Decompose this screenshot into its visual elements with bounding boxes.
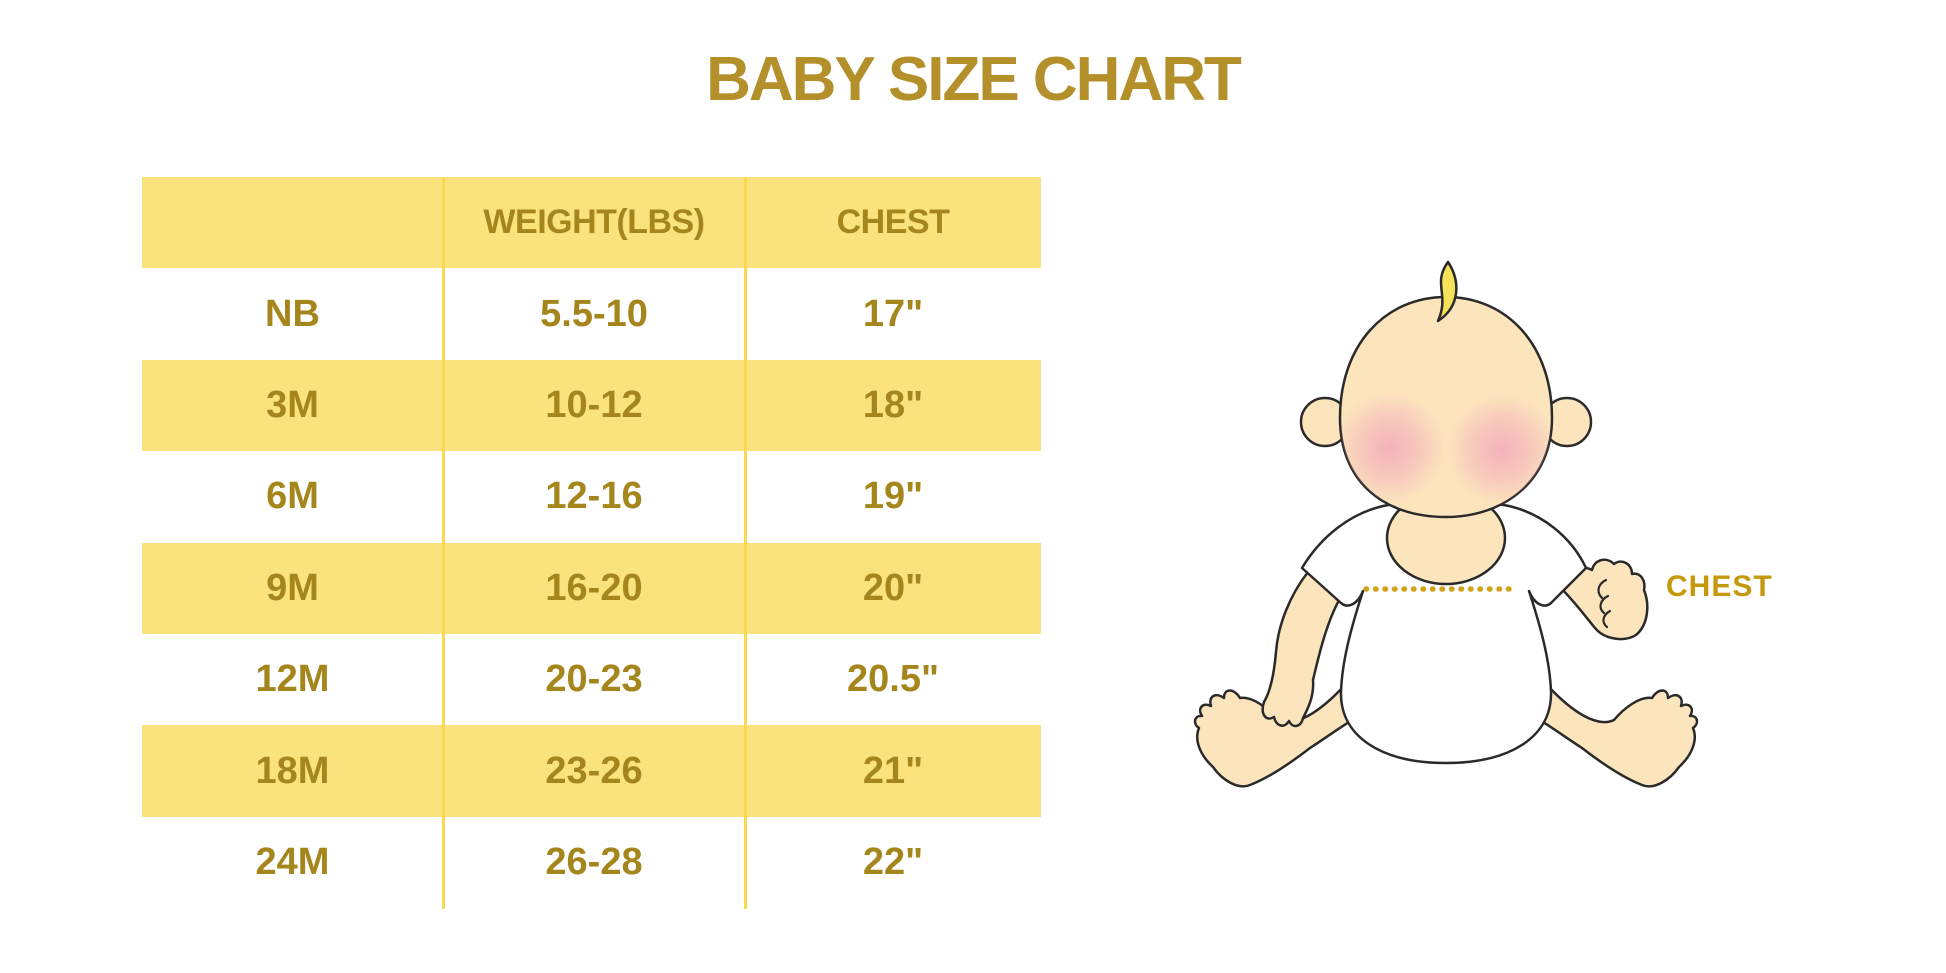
weight-cell: 23-26 bbox=[545, 749, 643, 792]
weight-cell: 26-28 bbox=[545, 840, 643, 883]
header-cell-weight: WEIGHT(LBS) bbox=[483, 203, 705, 242]
baby-left-arm bbox=[1261, 570, 1344, 728]
table-row: 3M 10-12 18" bbox=[142, 359, 1041, 452]
size-cell: 18M bbox=[255, 749, 330, 792]
weight-cell: 12-16 bbox=[545, 475, 643, 518]
baby-blush bbox=[1340, 392, 1552, 506]
table-row: 18M 23-26 21" bbox=[142, 725, 1041, 817]
weight-cell: 5.5-10 bbox=[540, 292, 648, 335]
size-cell: NB bbox=[265, 292, 320, 335]
chest-cell: 20" bbox=[862, 566, 924, 609]
table-row: NB 5.5-10 17" bbox=[142, 268, 1041, 359]
chest-cell: 22" bbox=[862, 840, 924, 883]
baby-fist-lines bbox=[1597, 578, 1612, 629]
baby-hair-curl bbox=[1436, 260, 1458, 323]
chest-cell: 17" bbox=[862, 292, 924, 335]
size-cell: 6M bbox=[266, 475, 319, 518]
weight-cell: 16-20 bbox=[545, 566, 643, 609]
weight-cell: 10-12 bbox=[545, 383, 643, 426]
column-divider bbox=[442, 177, 445, 909]
table-row: 24M 26-28 22" bbox=[142, 817, 1041, 908]
size-chart-table: WEIGHT(LBS) CHEST NB 5.5-10 17" 3M 10-12… bbox=[142, 177, 1041, 909]
chest-cell: 20.5" bbox=[847, 658, 939, 701]
table-row: 12M 20-23 20.5" bbox=[142, 634, 1041, 725]
baby-illustration-svg bbox=[1193, 260, 1699, 788]
table-row: 9M 16-20 20" bbox=[142, 542, 1041, 634]
header-cell-size bbox=[142, 177, 443, 268]
size-cell: 3M bbox=[266, 383, 319, 426]
table-header-row: WEIGHT(LBS) CHEST bbox=[142, 177, 1041, 269]
column-divider bbox=[744, 177, 747, 909]
header-cell-chest: CHEST bbox=[836, 203, 950, 242]
baby-left-leg bbox=[1193, 678, 1382, 788]
chest-cell: 18" bbox=[862, 383, 924, 426]
chest-annotation-label: CHEST bbox=[1666, 570, 1773, 603]
baby-illustration bbox=[1180, 250, 1720, 840]
baby-right-leg bbox=[1510, 678, 1699, 788]
size-cell: 12M bbox=[255, 658, 330, 701]
weight-cell: 20-23 bbox=[545, 658, 643, 701]
chest-cell: 21" bbox=[862, 749, 924, 792]
table-row: 6M 12-16 19" bbox=[142, 451, 1041, 542]
size-cell: 9M bbox=[266, 566, 319, 609]
size-cell: 24M bbox=[255, 840, 330, 883]
page-title: BABY SIZE CHART bbox=[706, 45, 1242, 114]
chest-cell: 19" bbox=[862, 475, 924, 518]
